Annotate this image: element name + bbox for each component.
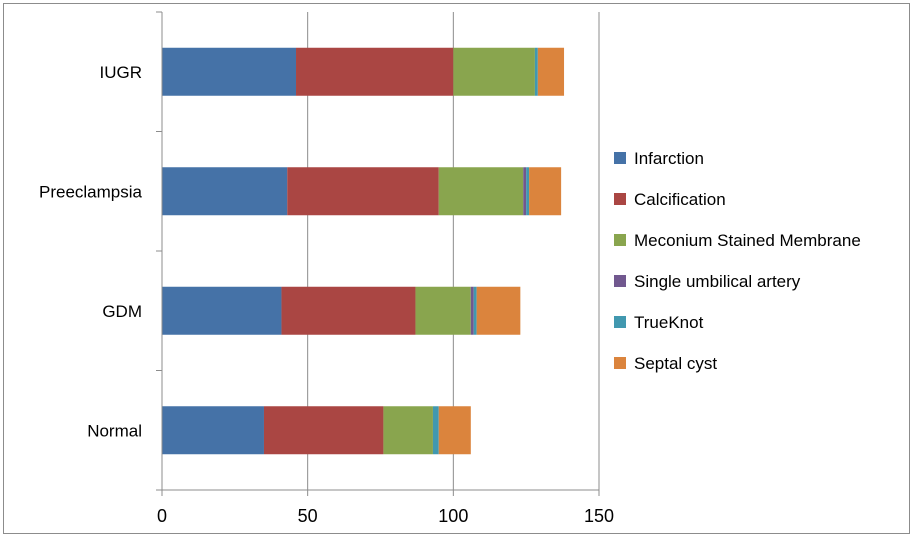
bar-preeclampsia-calcification bbox=[287, 167, 439, 216]
bar-gdm-meconium-stained-membrane bbox=[415, 286, 471, 335]
category-label: GDM bbox=[102, 302, 142, 321]
x-tick-label: 100 bbox=[438, 506, 468, 526]
bar-iugr-septal-cyst bbox=[537, 47, 565, 96]
bars-group bbox=[162, 47, 565, 455]
category-label: Normal bbox=[87, 421, 142, 440]
bar-iugr-meconium-stained-membrane bbox=[453, 47, 535, 96]
legend-swatch bbox=[614, 316, 626, 328]
bar-normal-meconium-stained-membrane bbox=[383, 406, 433, 455]
bar-preeclampsia-septal-cyst bbox=[529, 167, 562, 216]
bar-normal-infarction bbox=[162, 406, 264, 455]
legend-label: Septal cyst bbox=[634, 354, 717, 373]
legend: Infarction Calcification Meconium Stained … bbox=[614, 149, 861, 373]
legend-swatch bbox=[614, 234, 626, 246]
x-tick-label: 150 bbox=[584, 506, 614, 526]
bar-gdm-calcification bbox=[281, 286, 416, 335]
bar-preeclampsia-infarction bbox=[162, 167, 288, 216]
bar-iugr-calcification bbox=[296, 47, 454, 96]
legend-label: TrueKnot bbox=[634, 313, 704, 332]
legend-label: Infarction bbox=[634, 149, 704, 168]
bar-preeclampsia-single-umbilical-artery bbox=[523, 167, 527, 216]
bar-iugr-trueknot bbox=[534, 47, 538, 96]
bar-normal-calcification bbox=[263, 406, 384, 455]
legend-swatch bbox=[614, 275, 626, 287]
bar-iugr-infarction bbox=[162, 47, 297, 96]
category-label: Preeclampsia bbox=[39, 182, 143, 201]
legend-swatch bbox=[614, 357, 626, 369]
legend-swatch bbox=[614, 152, 626, 164]
bar-gdm-infarction bbox=[162, 286, 282, 335]
bar-preeclampsia-meconium-stained-membrane bbox=[438, 167, 524, 216]
bar-normal-trueknot bbox=[432, 406, 439, 455]
legend-label: Single umbilical artery bbox=[634, 272, 801, 291]
bar-gdm-single-umbilical-artery bbox=[470, 286, 474, 335]
legend-label: Meconium Stained Membrane bbox=[634, 231, 861, 250]
category-label: IUGR bbox=[100, 63, 143, 82]
x-tick-label: 0 bbox=[157, 506, 167, 526]
x-tick-label: 50 bbox=[298, 506, 318, 526]
bar-gdm-trueknot bbox=[473, 286, 477, 335]
axes-group: IUGR Preeclampsia GDM Normal 0 50 100 150 bbox=[39, 11, 614, 526]
bar-preeclampsia-trueknot bbox=[526, 167, 530, 216]
bar-gdm-septal-cyst bbox=[476, 286, 521, 335]
bar-normal-septal-cyst bbox=[438, 406, 471, 455]
legend-label: Calcification bbox=[634, 190, 726, 209]
legend-swatch bbox=[614, 193, 626, 205]
